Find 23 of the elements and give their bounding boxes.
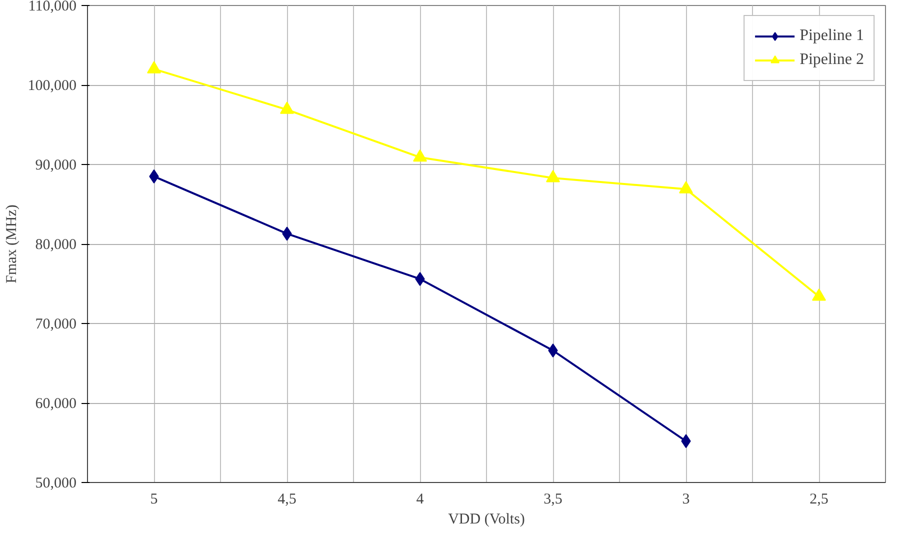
y-tick-label: 100,000: [28, 78, 76, 94]
x-axis-title: VDD (Volts): [448, 512, 525, 528]
y-tick-label: 50,000: [35, 476, 76, 492]
point: [413, 149, 427, 162]
x-tick-label: 3,5: [544, 492, 562, 508]
legend-label: Pipeline 2: [800, 51, 864, 69]
y-tick-label: 80,000: [35, 237, 76, 253]
point: [546, 170, 560, 182]
y-tick-label: 110,000: [28, 0, 77, 14]
legend-label: Pipeline 1: [800, 27, 864, 45]
y-tick-label: 90,000: [35, 158, 76, 174]
y-tick-label: 60,000: [35, 396, 76, 412]
x-tick-label: 4,5: [278, 492, 296, 508]
x-tick-label: 5: [150, 492, 158, 508]
point: [679, 181, 693, 194]
x-tick-label: 4: [416, 492, 424, 508]
point: [812, 288, 826, 301]
point: [280, 102, 294, 114]
x-tick-label: 3: [682, 492, 690, 508]
y-axis-title: Fmax (MHz): [4, 204, 20, 284]
point: [147, 61, 161, 74]
y-tick-label: 70,000: [35, 316, 76, 332]
x-tick-label: 2,5: [810, 492, 828, 508]
